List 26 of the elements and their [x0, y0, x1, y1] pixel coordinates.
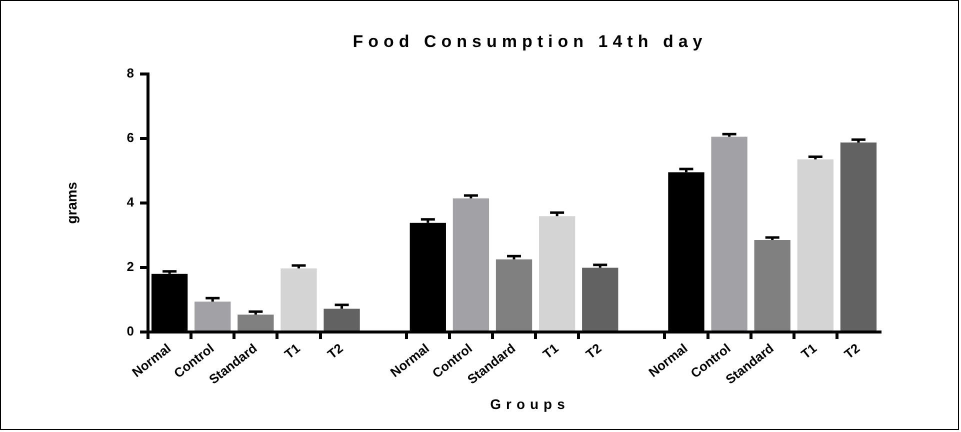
x-tick-label: T1	[540, 340, 562, 362]
bar	[797, 159, 834, 331]
x-axis-title: Groups	[489, 396, 571, 412]
bar	[538, 216, 576, 331]
y-tick-label: 4	[126, 194, 135, 210]
bar	[840, 142, 877, 331]
chart-title: Food Consumption 14th day	[352, 32, 708, 52]
y-tick-label: 2	[126, 259, 134, 274]
bar	[711, 136, 748, 331]
bar	[238, 314, 274, 331]
bar	[452, 198, 490, 331]
x-tick-label: T2	[841, 340, 863, 362]
x-tick-label: T2	[582, 340, 604, 362]
y-tick-label: 0	[126, 324, 134, 339]
bar	[582, 268, 618, 331]
x-tick-label: T1	[798, 340, 820, 362]
bar	[754, 240, 790, 331]
bar	[280, 268, 317, 331]
bar	[324, 308, 360, 331]
x-tick-label: T2	[324, 340, 346, 362]
y-tick-label: 6	[126, 130, 134, 145]
bar	[496, 259, 532, 331]
y-axis-title: grams	[63, 182, 80, 224]
bar	[194, 302, 231, 331]
y-tick-label: 8	[126, 65, 134, 80]
x-tick-label: T1	[282, 340, 303, 362]
